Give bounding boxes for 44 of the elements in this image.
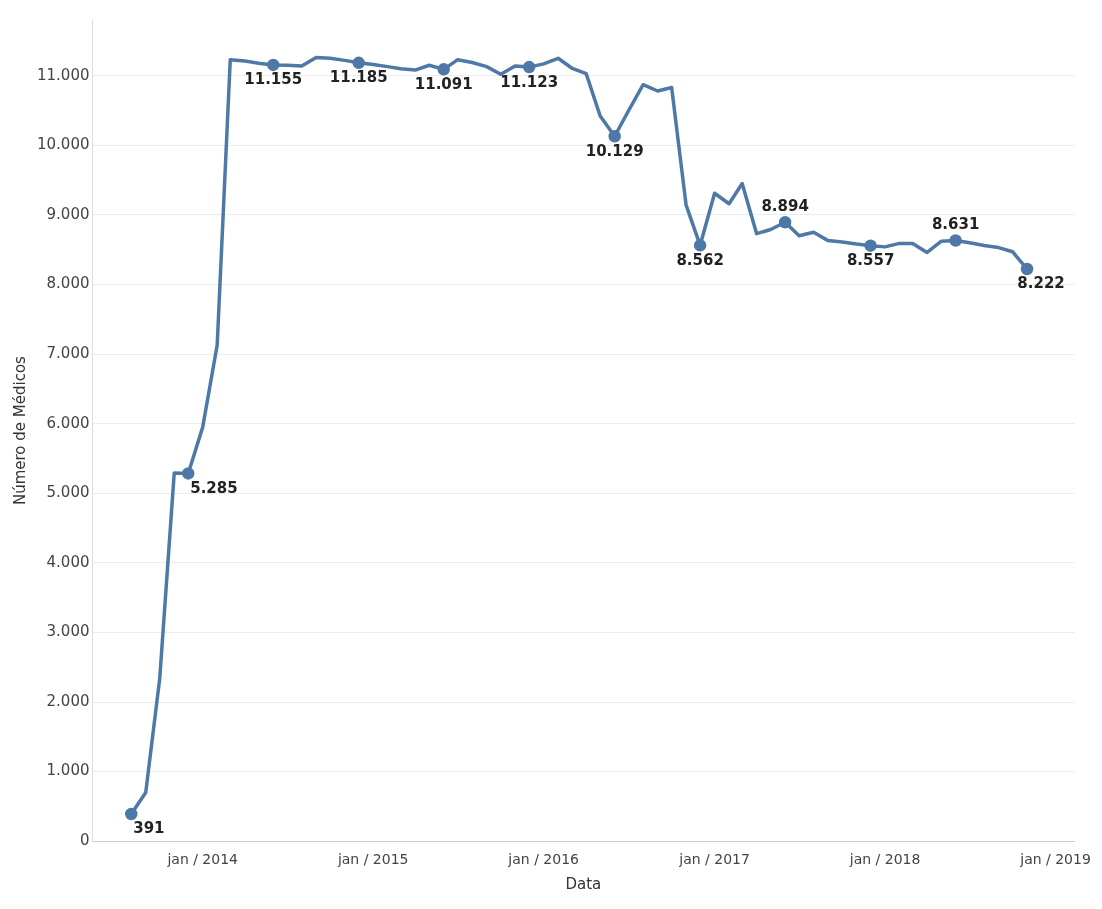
y-tick-label: 2.000 xyxy=(46,691,90,710)
data-label: 11.185 xyxy=(329,68,388,87)
x-axis-title: Data xyxy=(565,874,602,893)
y-tick-label: 6.000 xyxy=(46,413,90,432)
x-tick-label: jan / 2015 xyxy=(336,851,409,868)
y-tick-label: 3.000 xyxy=(46,622,90,641)
y-tick-label: 11.000 xyxy=(36,65,90,84)
point xyxy=(778,215,792,229)
y-tick-label: 9.000 xyxy=(46,204,90,223)
x-tick-label: jan / 2016 xyxy=(507,851,580,868)
x-tick-label: jan / 2018 xyxy=(848,851,921,868)
x-tick-label: jan / 2017 xyxy=(678,851,750,868)
point xyxy=(693,239,707,252)
data-label: 8.631 xyxy=(931,214,980,233)
y-tick-label: 7.000 xyxy=(46,343,90,362)
data-label: 10.129 xyxy=(585,141,644,160)
data-label: 8.557 xyxy=(846,251,895,270)
point xyxy=(266,58,280,72)
x-tick-label: jan / 2014 xyxy=(166,851,239,868)
y-tick-label: 8.000 xyxy=(46,274,90,293)
point xyxy=(1020,262,1034,276)
y-tick-label: 0 xyxy=(79,831,90,850)
data-label: 11.123 xyxy=(500,72,559,91)
point xyxy=(181,467,195,480)
point xyxy=(608,130,621,143)
data-label: 5.285 xyxy=(190,478,238,497)
point xyxy=(949,234,962,247)
data-label: 8.222 xyxy=(1017,274,1065,293)
point xyxy=(352,56,365,70)
y-tick-label: 4.000 xyxy=(46,552,90,571)
data-label: 391 xyxy=(133,819,165,838)
data-label: 8.562 xyxy=(676,250,724,269)
y-tick-label: 1.000 xyxy=(46,761,90,780)
point xyxy=(522,60,536,74)
point xyxy=(864,239,877,252)
point xyxy=(437,63,450,76)
y-tick-label: 5.000 xyxy=(46,483,90,502)
data-label: 11.091 xyxy=(414,74,473,93)
y-tick-label: 10.000 xyxy=(36,135,90,154)
data-label: 11.155 xyxy=(244,70,303,89)
y-axis-title: Número de Médicos xyxy=(10,355,29,506)
point xyxy=(125,807,138,821)
x-tick-label: jan / 2019 xyxy=(1019,851,1091,868)
data-label: 8.894 xyxy=(761,196,809,215)
